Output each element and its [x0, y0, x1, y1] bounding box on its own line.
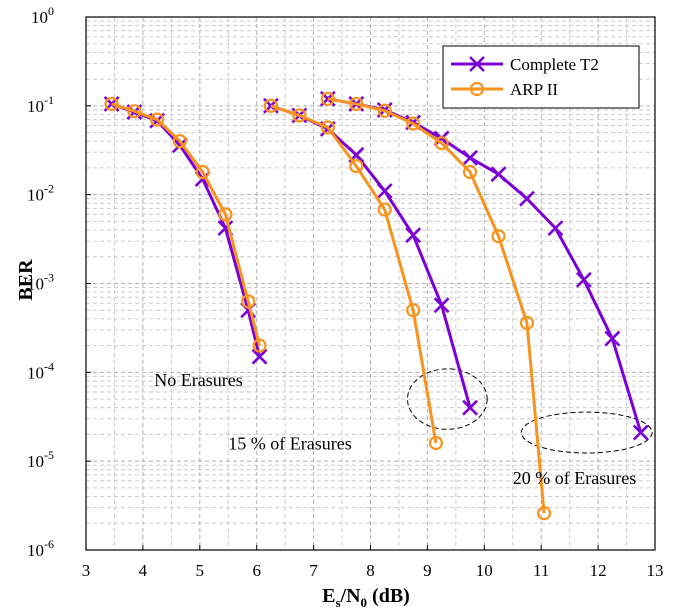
y-tick-exponent: -2 [44, 182, 54, 196]
data-point [241, 294, 256, 309]
data-point [377, 202, 392, 217]
data-point [547, 220, 564, 237]
x-tick-label: 6 [252, 561, 261, 580]
legend-marker [469, 81, 485, 97]
legend-label-arp-ii: ARP II [510, 80, 558, 99]
data-point [320, 91, 335, 106]
y-tick-exponent: -1 [44, 93, 54, 107]
legend-marker [469, 56, 485, 72]
data-point [519, 315, 535, 331]
data-point [406, 116, 421, 131]
series-line [327, 97, 546, 514]
data-point [604, 330, 621, 347]
annotation-label: 20 % of Erasures [513, 468, 636, 488]
annotation-label: No Erasures [154, 370, 242, 390]
data-point [405, 227, 422, 244]
y-tick-exponent: -6 [44, 537, 54, 551]
data-point [195, 164, 210, 180]
annotation-label: 15 % of Erasures [228, 434, 351, 454]
x-tick-label: 11 [533, 561, 549, 580]
data-point [433, 297, 450, 314]
data-point [252, 338, 267, 353]
x-tick-label: 5 [196, 561, 205, 580]
data-point [428, 435, 444, 451]
annotations: No Erasures 15 % of Erasures 20 % of Erasu… [154, 370, 636, 488]
x-tick-label: 10 [476, 561, 493, 580]
data-point [349, 158, 364, 174]
data-point [104, 96, 119, 112]
data-point [434, 136, 449, 151]
data-point [127, 104, 142, 119]
x-tick-labels: 3 4 5 6 7 8 9 10 11 12 13 [82, 545, 664, 580]
data-point [491, 229, 506, 244]
series-layer [103, 90, 649, 521]
x-tick-label: 8 [366, 561, 375, 580]
x-axis-title-sub-s: s [335, 595, 340, 610]
data-point [490, 166, 507, 183]
series-line [270, 104, 438, 444]
data-point [150, 112, 165, 127]
x-axis-title-sub-0: 0 [361, 595, 368, 610]
data-point [292, 108, 307, 123]
legend-marker-arp-ii [469, 81, 485, 97]
x-axis-title-e: E [322, 585, 335, 607]
data-point [632, 424, 649, 441]
y-tick-exponent: 0 [48, 4, 54, 18]
data-point [519, 190, 535, 207]
data-point [462, 164, 478, 180]
x-tick-label: 9 [423, 561, 432, 580]
data-point [349, 96, 364, 112]
legend-box [442, 45, 640, 109]
y-tick-exponent: -5 [44, 448, 54, 462]
data-point [377, 103, 392, 118]
grid [85, 17, 656, 551]
annotation-ellipse [520, 411, 653, 454]
data-point [376, 183, 393, 199]
data-point [406, 303, 421, 318]
data-point [575, 271, 592, 288]
data-point [462, 149, 478, 166]
series-line [111, 102, 261, 346]
data-point [433, 130, 450, 147]
x-axis-title: Es/N0 (dB) [322, 585, 410, 610]
x-tick-label: 7 [309, 561, 318, 580]
y-tick-exponent: -3 [44, 271, 54, 285]
x-tick-label: 3 [82, 561, 91, 580]
data-point [172, 134, 187, 149]
legend-label-complete-t2: Complete T2 [510, 55, 599, 74]
y-tick-exponent: -4 [44, 359, 54, 373]
data-point [536, 506, 552, 521]
legend: Complete T2 ARP II [442, 45, 640, 109]
x-tick-label: 4 [139, 561, 148, 580]
annotation-ellipse [406, 368, 488, 430]
y-axis-title: BER [15, 259, 37, 301]
legend-marker-complete-t2 [469, 56, 485, 72]
data-point [218, 207, 233, 222]
x-tick-label: 13 [647, 561, 664, 580]
x-axis-title-n: /N [340, 585, 362, 607]
data-point [462, 399, 478, 416]
x-axis-title-unit: (dB) [367, 585, 410, 607]
data-point [263, 98, 279, 113]
data-point [251, 348, 268, 365]
series-1 [104, 91, 552, 521]
data-point [320, 120, 335, 135]
x-tick-label: 12 [590, 561, 607, 580]
annotation-ellipses [406, 368, 653, 454]
